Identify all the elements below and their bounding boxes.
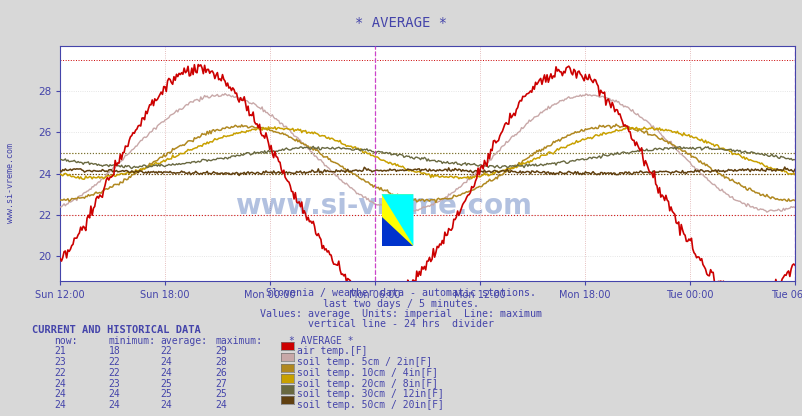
Text: 24: 24 [55, 400, 67, 410]
Text: 25: 25 [215, 389, 227, 399]
Text: soil temp. 50cm / 20in[F]: soil temp. 50cm / 20in[F] [297, 400, 444, 410]
Text: * AVERAGE *: * AVERAGE * [355, 16, 447, 30]
Text: 24: 24 [160, 368, 172, 378]
Text: 22: 22 [160, 346, 172, 356]
Text: soil temp. 30cm / 12in[F]: soil temp. 30cm / 12in[F] [297, 389, 444, 399]
Text: 23: 23 [55, 357, 67, 367]
Text: air temp.[F]: air temp.[F] [297, 346, 367, 356]
Text: 25: 25 [160, 389, 172, 399]
Text: maximum:: maximum: [215, 336, 262, 346]
Text: 21: 21 [55, 346, 67, 356]
Text: 18: 18 [108, 346, 120, 356]
Text: Values: average  Units: imperial  Line: maximum: Values: average Units: imperial Line: ma… [260, 309, 542, 319]
Text: 24: 24 [108, 400, 120, 410]
Text: 22: 22 [55, 368, 67, 378]
Text: 24: 24 [160, 357, 172, 367]
Text: 28: 28 [215, 357, 227, 367]
Text: 27: 27 [215, 379, 227, 389]
Text: 23: 23 [108, 379, 120, 389]
Text: 25: 25 [160, 379, 172, 389]
Text: 22: 22 [108, 357, 120, 367]
Text: 26: 26 [215, 368, 227, 378]
Text: * AVERAGE *: * AVERAGE * [289, 336, 353, 346]
Text: last two days / 5 minutes.: last two days / 5 minutes. [323, 299, 479, 309]
Text: 29: 29 [215, 346, 227, 356]
Text: minimum:: minimum: [108, 336, 156, 346]
Text: Slovenia / weather data - automatic stations.: Slovenia / weather data - automatic stat… [266, 288, 536, 298]
Bar [381, 194, 413, 246]
Polygon shape [381, 194, 413, 246]
Text: CURRENT AND HISTORICAL DATA: CURRENT AND HISTORICAL DATA [32, 325, 200, 335]
Text: soil temp. 10cm / 4in[F]: soil temp. 10cm / 4in[F] [297, 368, 438, 378]
Text: 24: 24 [55, 379, 67, 389]
Text: 24: 24 [108, 389, 120, 399]
Text: soil temp. 20cm / 8in[F]: soil temp. 20cm / 8in[F] [297, 379, 438, 389]
Text: soil temp. 5cm / 2in[F]: soil temp. 5cm / 2in[F] [297, 357, 431, 367]
Text: www.si-vreme.com: www.si-vreme.com [235, 192, 532, 220]
Polygon shape [381, 218, 413, 246]
Text: 24: 24 [215, 400, 227, 410]
Text: 24: 24 [55, 389, 67, 399]
Text: 24: 24 [160, 400, 172, 410]
Text: www.si-vreme.com: www.si-vreme.com [6, 143, 15, 223]
Text: 22: 22 [108, 368, 120, 378]
Text: now:: now: [55, 336, 78, 346]
Text: average:: average: [160, 336, 208, 346]
Text: vertical line - 24 hrs  divider: vertical line - 24 hrs divider [308, 319, 494, 329]
